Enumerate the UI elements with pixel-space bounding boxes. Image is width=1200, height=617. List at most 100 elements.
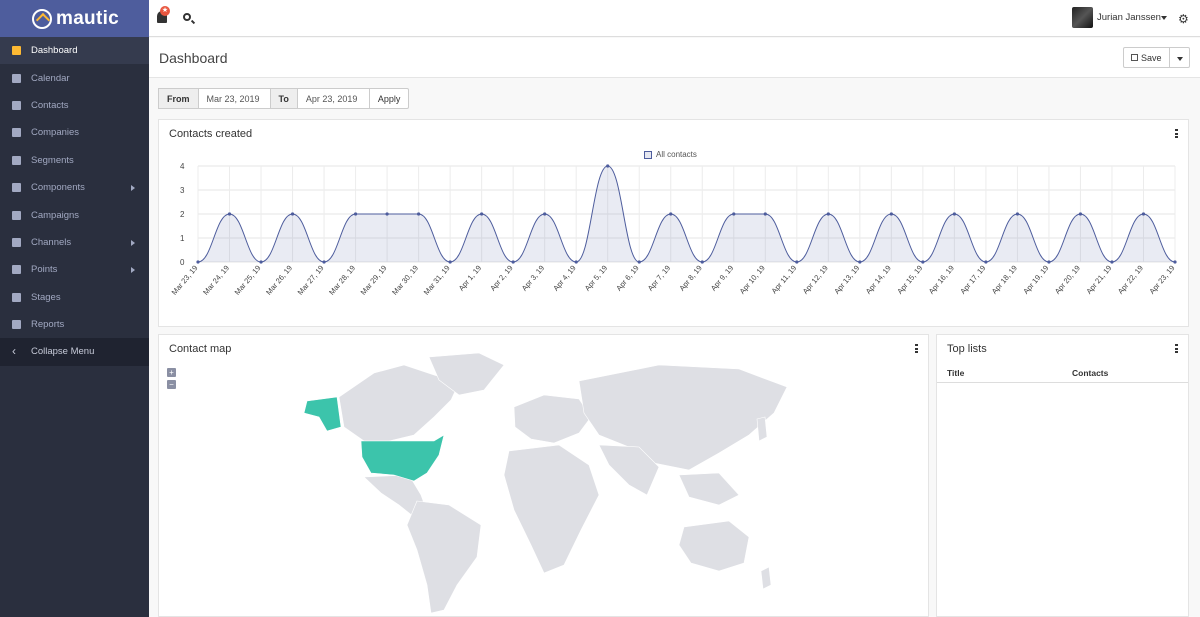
x-tick-label: Apr 19, 19 (1021, 264, 1050, 296)
x-tick-label: Apr 21, 19 (1084, 264, 1113, 296)
widget-title: Contact map (169, 343, 232, 355)
y-tick-label: 3 (180, 186, 185, 195)
data-point[interactable] (889, 212, 893, 216)
data-point[interactable] (353, 212, 358, 216)
data-point[interactable] (227, 212, 232, 216)
brand-logo[interactable]: mautic (0, 0, 149, 37)
x-tick-label: Apr 7, 19 (646, 264, 672, 293)
col-title[interactable]: Title (947, 368, 965, 378)
widget-menu-icon[interactable] (1175, 344, 1178, 353)
data-point[interactable] (921, 260, 925, 264)
apply-button[interactable]: Apply (369, 88, 410, 109)
data-point[interactable] (858, 260, 862, 264)
data-point[interactable] (1015, 212, 1020, 216)
data-point[interactable] (952, 212, 956, 216)
data-point[interactable] (763, 212, 767, 216)
data-point[interactable] (669, 212, 673, 216)
data-point[interactable] (480, 212, 484, 216)
map-region-europe (513, 394, 592, 444)
data-point[interactable] (290, 212, 295, 216)
x-tick-label: Mar 26, 19 (264, 264, 294, 297)
data-point[interactable] (259, 260, 263, 264)
data-point[interactable] (826, 212, 830, 216)
sidebar-item-reports[interactable]: Reports (0, 311, 149, 338)
x-tick-label: Apr 20, 19 (1053, 264, 1082, 296)
y-tick-label: 0 (180, 258, 185, 267)
data-point[interactable] (511, 260, 515, 264)
chart-legend[interactable]: All contacts (644, 150, 697, 159)
contacts-created-widget: Contacts created All contacts 0 1 2 3 4 Mar 2… (158, 119, 1189, 327)
map-region-japan (756, 416, 768, 442)
save-dropdown-button[interactable] (1169, 47, 1190, 68)
widget-menu-icon[interactable] (1175, 129, 1178, 138)
data-point[interactable] (732, 212, 736, 216)
data-point[interactable] (606, 164, 610, 168)
data-point[interactable] (543, 212, 547, 216)
table-header: Title Contacts (937, 363, 1188, 383)
save-label: Save (1141, 52, 1162, 63)
x-tick-label: Apr 10, 19 (738, 264, 767, 296)
line-chart-icon (12, 320, 21, 330)
chevron-right-icon (131, 267, 135, 274)
x-tick-label: Mar 24, 19 (201, 264, 231, 297)
notification-badge-icon[interactable]: ★ (160, 6, 170, 16)
sidebar-item-companies[interactable]: Companies (0, 119, 149, 146)
sidebar-item-calendar[interactable]: Calendar (0, 64, 149, 91)
sidebar-item-label: Components (31, 182, 85, 194)
sidebar-item-components[interactable]: Components (0, 174, 149, 201)
save-button-group: Save (1123, 47, 1190, 68)
x-tick-label: Mar 28, 19 (327, 264, 357, 297)
chevron-left-icon: ‹ (12, 344, 16, 359)
zoom-out-button[interactable]: − (167, 380, 176, 389)
legend-label: All contacts (656, 150, 697, 159)
x-tick-label: Apr 9, 19 (709, 264, 735, 293)
notifications-bell-icon[interactable] (157, 11, 167, 23)
save-button[interactable]: Save (1123, 47, 1170, 68)
data-point[interactable] (385, 212, 389, 216)
data-point[interactable] (1110, 260, 1114, 264)
sidebar-item-stages[interactable]: Stages (0, 284, 149, 311)
data-point[interactable] (417, 212, 421, 216)
sidebar-item-dashboard[interactable]: Dashboard (0, 37, 149, 65)
top-lists-widget: Top lists Title Contacts (936, 334, 1189, 617)
data-point[interactable] (984, 260, 988, 264)
gear-icon[interactable]: ⚙ (1178, 12, 1189, 26)
date-range-filter: From Mar 23, 2019 To Apr 23, 2019 Apply (158, 88, 410, 109)
building-icon (12, 128, 21, 138)
sidebar-item-campaigns[interactable]: Campaigns (0, 201, 149, 228)
zoom-in-button[interactable]: + (167, 368, 176, 377)
clock-icon (12, 210, 21, 220)
sidebar-item-points[interactable]: Points (0, 256, 149, 283)
data-point[interactable] (196, 260, 200, 264)
data-point[interactable] (700, 260, 704, 264)
user-menu-caret-icon[interactable] (1161, 16, 1167, 20)
sidebar-item-channels[interactable]: Channels (0, 229, 149, 256)
data-point[interactable] (1047, 260, 1051, 264)
date-to-input[interactable]: Apr 23, 2019 (297, 88, 370, 109)
data-point[interactable] (448, 260, 452, 264)
user-avatar[interactable] (1072, 7, 1093, 28)
data-point[interactable] (574, 260, 578, 264)
data-point[interactable] (1078, 212, 1083, 216)
search-icon[interactable] (183, 13, 191, 21)
data-point[interactable] (1173, 260, 1177, 264)
x-tick-label: Mar 31, 19 (422, 264, 452, 297)
col-contacts[interactable]: Contacts (1072, 368, 1109, 378)
widget-menu-icon[interactable] (915, 344, 918, 353)
collapse-menu-button[interactable]: ‹ Collapse Menu (0, 338, 149, 366)
x-tick-label: Apr 6, 19 (614, 264, 640, 293)
sidebar-item-segments[interactable]: Segments (0, 147, 149, 174)
pie-icon (12, 155, 21, 165)
sidebar-item-label: Segments (31, 154, 74, 166)
data-point[interactable] (322, 260, 326, 264)
sidebar-item-contacts[interactable]: Contacts (0, 92, 149, 119)
user-name[interactable]: Jurian Janssen (1097, 12, 1161, 23)
sidebar-item-label: Contacts (31, 99, 69, 111)
map-region-alaska (303, 396, 342, 432)
date-from-input[interactable]: Mar 23, 2019 (198, 88, 271, 109)
data-point[interactable] (1141, 212, 1146, 216)
calculator-icon (12, 265, 21, 275)
data-point[interactable] (795, 260, 799, 264)
data-point[interactable] (637, 260, 641, 264)
map-region-new-zealand (760, 566, 772, 590)
